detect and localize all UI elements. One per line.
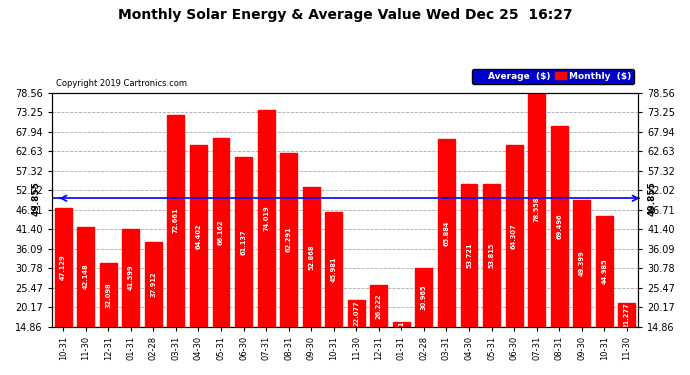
Text: 49.399: 49.399: [579, 251, 584, 276]
Text: 65.884: 65.884: [444, 220, 449, 246]
Bar: [325, 213, 342, 327]
Bar: [506, 145, 522, 327]
Bar: [618, 303, 635, 327]
Text: Copyright 2019 Cartronics.com: Copyright 2019 Cartronics.com: [57, 79, 188, 88]
Legend: Average  ($), Monthly  ($): Average ($), Monthly ($): [472, 69, 633, 84]
Bar: [145, 242, 162, 327]
Bar: [393, 322, 410, 327]
Bar: [168, 114, 184, 327]
Bar: [77, 226, 94, 327]
Bar: [122, 229, 139, 327]
Bar: [190, 145, 207, 327]
Text: 52.868: 52.868: [308, 244, 314, 270]
Bar: [460, 184, 477, 327]
Bar: [100, 264, 117, 327]
Text: 64.402: 64.402: [195, 223, 201, 249]
Bar: [551, 126, 568, 327]
Bar: [213, 138, 230, 327]
Text: 53.721: 53.721: [466, 243, 472, 268]
Text: 69.496: 69.496: [556, 214, 562, 239]
Text: 26.222: 26.222: [376, 293, 382, 319]
Bar: [528, 93, 545, 327]
Bar: [371, 285, 387, 327]
Bar: [415, 268, 433, 327]
Bar: [596, 216, 613, 327]
Text: 32.098: 32.098: [106, 282, 111, 308]
Text: 44.985: 44.985: [601, 259, 607, 284]
Text: 78.558: 78.558: [533, 197, 540, 222]
Text: 66.162: 66.162: [218, 220, 224, 245]
Text: 62.291: 62.291: [286, 227, 292, 252]
Text: 22.077: 22.077: [353, 301, 359, 326]
Bar: [483, 184, 500, 327]
Bar: [438, 140, 455, 327]
Bar: [573, 200, 590, 327]
Text: 45.981: 45.981: [331, 257, 337, 282]
Bar: [303, 187, 319, 327]
Text: 72.661: 72.661: [173, 208, 179, 234]
Text: 42.148: 42.148: [83, 264, 89, 290]
Text: 37.912: 37.912: [150, 272, 157, 297]
Bar: [235, 157, 252, 327]
Bar: [348, 300, 365, 327]
Bar: [257, 110, 275, 327]
Text: 61.137: 61.137: [241, 229, 246, 255]
Text: 16.107: 16.107: [398, 312, 404, 337]
Bar: [55, 208, 72, 327]
Text: 49.855: 49.855: [647, 181, 656, 216]
Text: 53.815: 53.815: [489, 243, 495, 268]
Text: Monthly Solar Energy & Average Value Wed Dec 25  16:27: Monthly Solar Energy & Average Value Wed…: [118, 8, 572, 21]
Text: 64.307: 64.307: [511, 223, 517, 249]
Text: 49.855: 49.855: [32, 181, 41, 216]
Bar: [280, 153, 297, 327]
Text: 74.019: 74.019: [263, 206, 269, 231]
Text: 41.599: 41.599: [128, 265, 134, 290]
Text: 47.129: 47.129: [60, 255, 66, 280]
Text: 30.965: 30.965: [421, 284, 427, 310]
Text: 21.277: 21.277: [624, 302, 630, 328]
